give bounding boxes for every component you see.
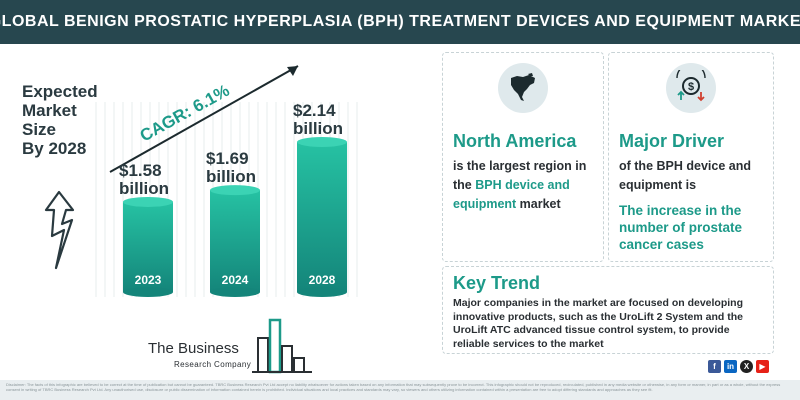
trend-description: Major companies in the market are focuse… [453,297,743,350]
north-america-map-icon [498,63,548,113]
market-size-panel: CAGR: 6.1% 2023 $1.58 billion 2024 $1.69 bill… [8,52,432,377]
text: is the largest region in [453,159,587,173]
description-line: is the largest region in [453,157,597,176]
youtube-icon[interactable]: ▶ [756,360,769,373]
logo-subtitle: Research Company [174,360,252,369]
label-line: By 2028 [22,139,87,158]
region-description: is the largest region in the BPH device … [453,157,597,214]
logo-bars-icon [252,318,312,374]
cagr-annotation: CAGR: 6.1% [137,81,233,146]
dollar-exchange-icon: $ [666,63,716,113]
bar-base [123,287,173,297]
bar-top [123,196,173,207]
driver-highlight: The increase in the number of prostate c… [619,203,743,252]
logo-name: The Business [148,340,239,357]
driver-title: Major Driver [619,131,725,151]
value-label: $1.69 [206,149,249,168]
x-twitter-icon[interactable]: X [740,360,753,373]
major-driver-card: $ Major Driver of the BPH device and equ… [608,52,774,262]
bar-top [210,185,260,196]
bar-base [297,287,347,297]
linkedin-icon[interactable]: in [724,360,737,373]
category-label: 2028 [309,273,336,287]
label-line: Expected [22,82,98,101]
value-label: $1.58 [119,161,162,180]
key-trend-card: Key Trend Major companies in the market … [442,266,774,354]
cagr-arrow-head [287,66,298,76]
value-unit-label: billion [293,119,343,138]
category-label: 2023 [135,273,162,287]
page-title: GLOBAL BENIGN PROSTATIC HYPERPLASIA (BPH… [0,13,800,30]
highlight-text: BPH device and [475,178,570,192]
label-line: Market [22,101,77,120]
header-bar: GLOBAL BENIGN PROSTATIC HYPERPLASIA (BPH… [0,0,800,44]
highlight-text: equipment [453,197,517,211]
description-line: equipment is [619,178,697,192]
cagr-arrow [109,65,299,173]
disclaimer-text: Disclaimer: The facts of this infographi… [6,382,781,392]
north-america-card: North America is the largest region in t… [442,52,604,262]
footer-disclaimer: Disclaimer: The facts of this infographi… [0,380,800,400]
value-label: $2.14 [293,101,336,120]
bar [123,201,173,292]
description-line: of the BPH device and [619,159,751,173]
description-line: equipment market [453,195,597,214]
driver-description: of the BPH device and equipment is [619,157,767,195]
label-line: Size [22,120,57,139]
text: market [516,197,561,211]
bar-base [210,287,260,297]
value-unit-label: billion [119,179,169,198]
description-line: the BPH device and [453,176,597,195]
text: the [453,178,476,192]
trend-title: Key Trend [453,273,541,293]
bar [297,142,347,292]
market-size-bar-chart: CAGR: 6.1% 2023$1.58billion2024$1.69bill… [95,65,358,297]
value-unit-label: billion [206,167,256,186]
expected-market-size-label: Expected Market Size By 2028 [22,82,98,158]
bar [210,190,260,292]
company-logo: The Business Research Company [148,318,312,376]
bar-top [297,137,347,148]
facebook-icon[interactable]: f [708,360,721,373]
category-label: 2024 [222,273,249,287]
region-title: North America [453,131,577,151]
growth-arrow-icon [44,190,75,270]
svg-text:$: $ [688,81,694,93]
